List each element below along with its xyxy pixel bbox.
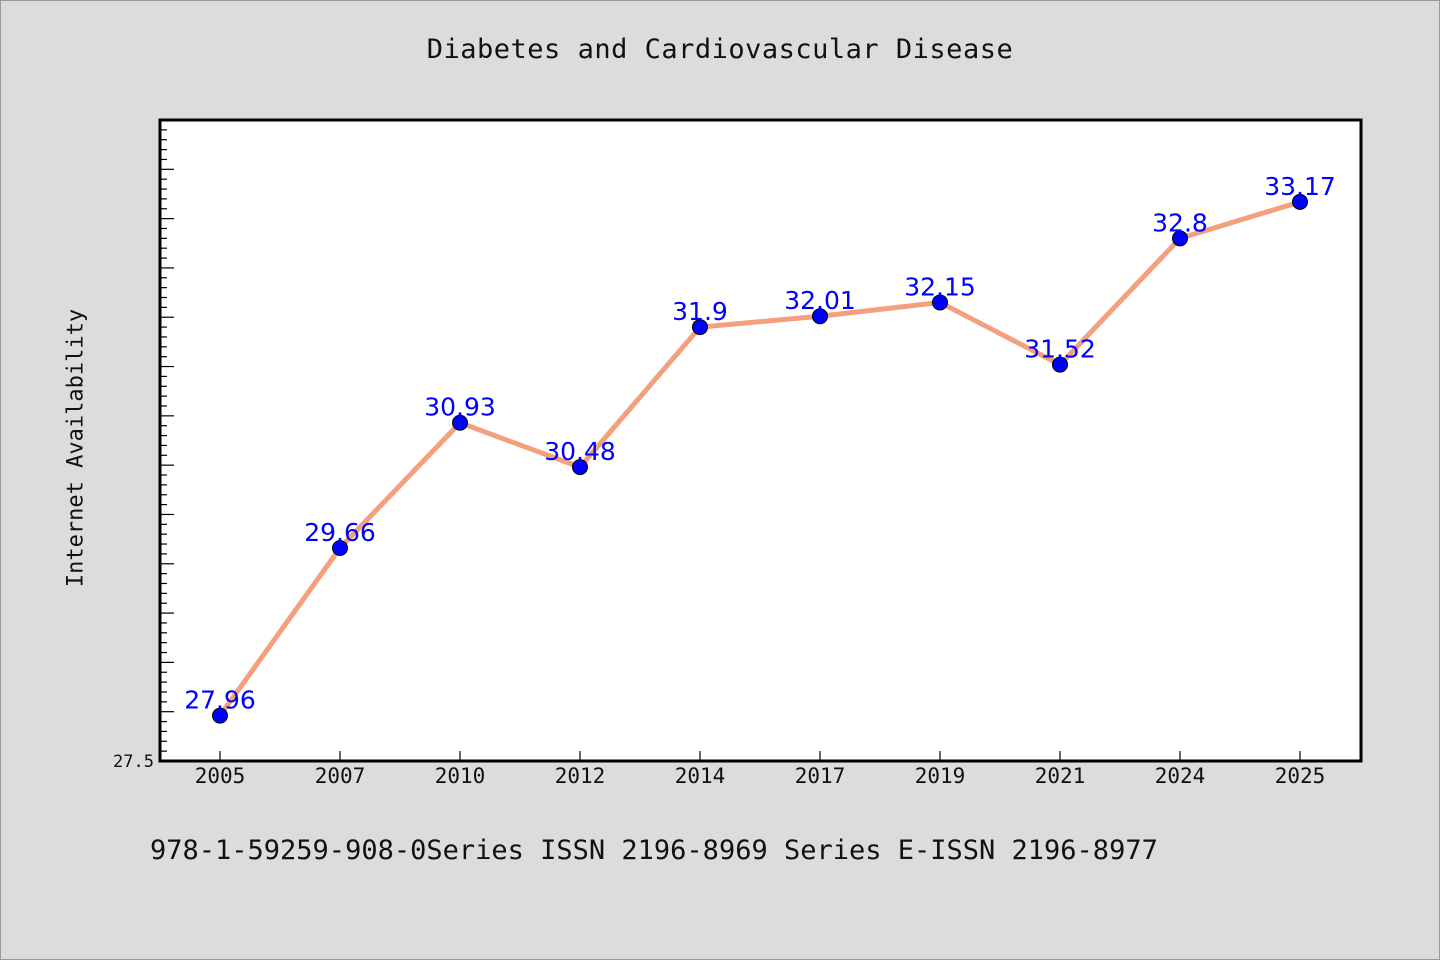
series-line	[217, 199, 1301, 718]
data-label: 32.01	[784, 286, 856, 315]
plot-area	[160, 120, 1361, 761]
x-tick-label: 2007	[315, 764, 366, 788]
series-markers	[212, 193, 1308, 724]
chart-title: Diabetes and Cardiovascular Disease	[426, 34, 1014, 65]
data-point	[1172, 230, 1188, 247]
data-label: 29.66	[304, 518, 376, 547]
data-label: 27.96	[184, 686, 256, 715]
x-tick-label: 2010	[435, 764, 486, 788]
data-point	[932, 294, 948, 311]
x-ticks: 2005 2007 2010 2012 2014 2017 2019 2021 2024 2025	[195, 751, 1326, 788]
data-label: 32.8	[1152, 208, 1208, 237]
data-label: 30.93	[424, 393, 496, 422]
x-tick-label: 2019	[915, 764, 966, 788]
x-tick-label: 2014	[675, 764, 726, 788]
data-point	[1052, 356, 1068, 373]
data-point	[212, 707, 228, 724]
data-labels: 27.96 29.66 30.93 30.48 31.9 32.01 32.15 31.52 3…	[184, 172, 1336, 715]
data-point	[1292, 193, 1308, 210]
data-label: 32.15	[904, 272, 976, 301]
data-point	[692, 319, 708, 336]
footer-isbn-text: 978-1-59259-908-0Series ISSN 2196-8969 S…	[150, 835, 1158, 866]
x-tick-label: 2025	[1275, 764, 1326, 788]
y-tick-label: 27.5	[113, 752, 154, 772]
x-tick-label: 2005	[195, 764, 246, 788]
data-point	[812, 308, 828, 325]
data-label: 31.52	[1024, 335, 1096, 364]
x-tick-label: 2012	[555, 764, 606, 788]
plot-border	[158, 118, 1363, 763]
data-point	[572, 459, 588, 476]
x-tick-label: 2021	[1035, 764, 1086, 788]
data-label: 30.48	[544, 437, 616, 466]
data-point	[332, 539, 348, 556]
data-label: 31.9	[672, 297, 728, 326]
data-point	[452, 414, 468, 431]
data-label: 33.17	[1264, 172, 1336, 201]
x-tick-label: 2024	[1155, 764, 1206, 788]
x-tick-label: 2017	[795, 764, 846, 788]
